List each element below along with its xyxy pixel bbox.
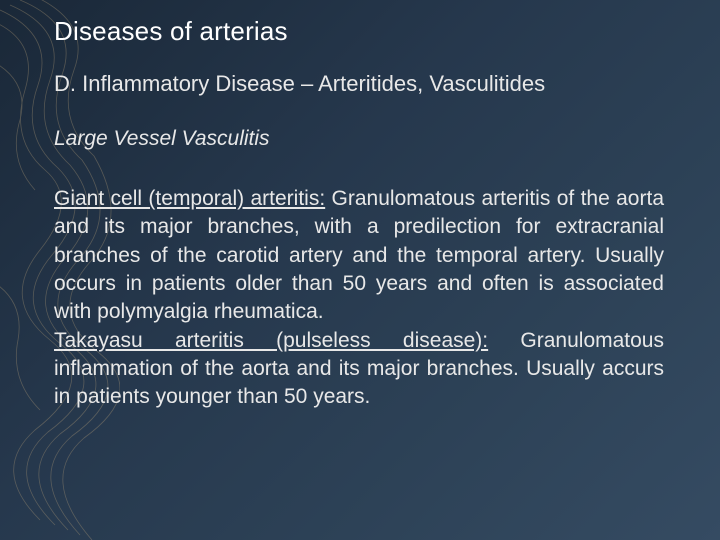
slide-subtitle: D. Inflammatory Disease – Arteritides, V… xyxy=(54,71,680,97)
slide-title: Diseases of arterias xyxy=(54,16,680,47)
section-heading: Large Vessel Vasculitis xyxy=(54,127,680,151)
slide: Diseases of arterias D. Inflammatory Dis… xyxy=(0,0,720,540)
body-text: Giant cell (temporal) arteritis: Granulo… xyxy=(54,185,680,412)
content-area: Diseases of arterias D. Inflammatory Dis… xyxy=(54,16,680,412)
